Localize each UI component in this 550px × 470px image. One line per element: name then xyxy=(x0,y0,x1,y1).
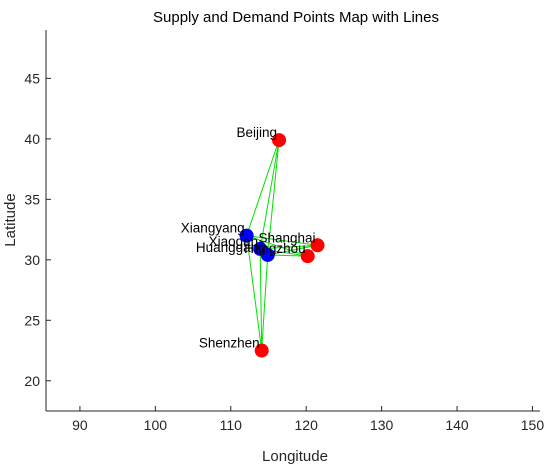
supply-point-label: Huanggang xyxy=(196,240,266,255)
x-tick-label: 110 xyxy=(220,417,243,433)
chart-title: Supply and Demand Points Map with Lines xyxy=(153,9,439,26)
axes xyxy=(45,30,540,412)
demand-point-label: Shenzhen xyxy=(199,336,260,351)
y-ticks: 20 25 30 35 40 45 xyxy=(24,70,51,389)
x-ticks: 90 100 110 120 130 140 150 xyxy=(72,406,544,433)
demand-point xyxy=(272,133,287,148)
x-tick-label: 130 xyxy=(370,417,394,433)
connection-line xyxy=(246,235,308,257)
supply-point xyxy=(239,228,254,243)
demand-point-label: Beijing xyxy=(237,125,278,140)
y-tick-label: 45 xyxy=(24,70,40,86)
y-tick-label: 25 xyxy=(24,312,40,328)
y-tick-label: 40 xyxy=(24,131,40,147)
y-tick-label: 30 xyxy=(24,252,40,268)
x-axis-label: Longitude xyxy=(262,448,328,465)
connection-line xyxy=(246,235,263,351)
demand-point-label: Hangzhou xyxy=(244,241,306,256)
y-axis-label: Latitude xyxy=(2,193,19,246)
connection-line xyxy=(259,139,280,250)
connection-line xyxy=(259,248,263,351)
connection-line xyxy=(246,139,280,236)
data-points xyxy=(239,133,325,358)
x-tick-label: 150 xyxy=(521,417,545,433)
demand-point xyxy=(254,343,269,358)
supply-point-label: Xiaogan xyxy=(209,234,259,249)
x-tick-label: 140 xyxy=(445,417,469,433)
demand-point xyxy=(300,249,315,264)
connection-line xyxy=(267,244,318,256)
supply-point xyxy=(260,247,275,262)
connection-line xyxy=(261,254,269,351)
x-tick-label: 120 xyxy=(295,417,319,433)
y-tick-label: 20 xyxy=(24,373,40,389)
x-tick-label: 90 xyxy=(72,417,88,433)
x-tick-label: 100 xyxy=(144,417,168,433)
connection-line xyxy=(267,140,280,256)
connection-line xyxy=(246,235,318,246)
demand-point-label: Shanghai xyxy=(258,230,315,245)
supply-point-label: Xiangyang xyxy=(181,221,245,236)
demand-point xyxy=(310,238,325,253)
y-tick-label: 35 xyxy=(24,191,40,207)
point-labels: Beijing Shanghai Shenzhen Hangzhou Xiangyang… xyxy=(181,125,316,350)
